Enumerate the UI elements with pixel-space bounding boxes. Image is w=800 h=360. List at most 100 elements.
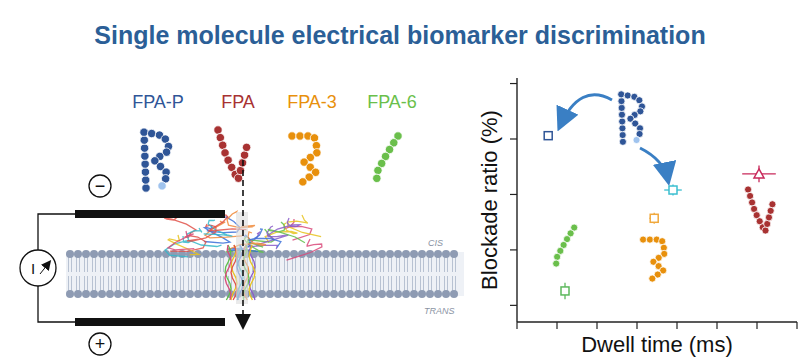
lipid-head	[402, 290, 410, 298]
bead	[767, 207, 774, 214]
lipid-head	[346, 290, 354, 298]
lipid-tail	[191, 256, 192, 272]
protein-strand	[249, 229, 281, 248]
molecule-icon	[373, 132, 403, 183]
point-group	[544, 131, 552, 140]
lipid-head	[370, 290, 378, 298]
bead	[649, 275, 656, 282]
bead	[140, 144, 148, 152]
bead	[618, 98, 625, 105]
lipid-tail	[119, 276, 120, 292]
lipid-head	[202, 290, 210, 298]
lipid-tail	[119, 256, 120, 272]
bead	[142, 176, 150, 184]
molecule-icon	[214, 126, 251, 183]
x-tick	[556, 322, 557, 329]
lipid-tail	[383, 276, 384, 292]
lipid-tail	[180, 276, 181, 292]
lipid-head	[314, 250, 322, 258]
lipid-head	[90, 250, 98, 258]
lipid-tail	[351, 256, 352, 272]
point	[561, 287, 569, 295]
lipid-tail	[140, 276, 141, 292]
bead	[288, 132, 296, 140]
lipid-tail	[295, 256, 296, 272]
point-group	[561, 283, 569, 300]
lipid-head	[202, 250, 210, 258]
electrode-top	[75, 210, 225, 218]
lipid-head	[346, 250, 354, 258]
lipid-tail	[135, 256, 136, 272]
lipid-tail	[95, 276, 96, 292]
lipid-head	[274, 290, 282, 298]
molecule-label: FPA-P	[132, 92, 184, 112]
lipid-tail	[399, 256, 400, 272]
lipid-tail	[196, 256, 197, 272]
lipid-head	[450, 250, 458, 258]
lipid-head	[146, 250, 154, 258]
lipid-tail	[172, 256, 173, 272]
lipid-head	[434, 250, 442, 258]
lipid-head	[282, 290, 290, 298]
protein-barrel	[225, 245, 231, 300]
molecule-icon	[618, 91, 646, 146]
lipid-head	[370, 250, 378, 258]
lipid-tail	[324, 276, 325, 292]
y-tick	[510, 249, 517, 250]
lipid-head	[138, 290, 146, 298]
y-axis	[516, 78, 517, 322]
lipid-head	[354, 290, 362, 298]
lipid-head	[322, 290, 330, 298]
lipid-tail	[308, 256, 309, 272]
lipid-head	[282, 250, 290, 258]
x-axis-label: Dwell time (ms)	[581, 332, 733, 357]
lipid-head	[426, 290, 434, 298]
lipid-tail	[332, 276, 333, 292]
bead	[218, 141, 226, 149]
lipid-tail	[100, 256, 101, 272]
lipid-tail	[311, 256, 312, 272]
bead	[310, 134, 318, 142]
lipid-head	[266, 250, 274, 258]
lipid-head	[74, 250, 82, 258]
lipid-tail	[287, 256, 288, 272]
lipid-tail	[268, 256, 269, 272]
lipid-head	[338, 250, 346, 258]
lipid-tail	[276, 256, 277, 272]
lipid-tail	[439, 276, 440, 292]
lipid-tail	[103, 276, 104, 292]
lipid-head	[218, 290, 226, 298]
lipid-head	[122, 290, 130, 298]
lipid-head	[394, 290, 402, 298]
lipid-tail	[391, 276, 392, 292]
protein-barrel	[249, 245, 255, 300]
lipid-tail	[84, 276, 85, 292]
y-tick	[510, 194, 517, 195]
bead	[374, 166, 382, 174]
x-axis	[517, 321, 797, 322]
lipid-head	[114, 290, 122, 298]
y-tick	[510, 305, 517, 306]
lipid-tail	[303, 256, 304, 272]
point-group	[664, 184, 682, 195]
lipid-tail	[196, 276, 197, 292]
lipid-tail	[140, 256, 141, 272]
bead	[765, 214, 772, 221]
bead	[745, 186, 752, 193]
lipid-tail	[68, 256, 69, 272]
lipid-tail	[215, 276, 216, 292]
lipid-tail	[148, 256, 149, 272]
lipid-tail	[375, 276, 376, 292]
lipid-head	[98, 290, 106, 298]
lipid-tail	[407, 256, 408, 272]
lipid-tail	[300, 256, 301, 272]
point-group	[742, 166, 776, 183]
lipid-head	[122, 250, 130, 258]
bead	[619, 118, 626, 125]
lipid-head	[298, 290, 306, 298]
lipid-tail	[191, 276, 192, 292]
lipid-head	[178, 290, 186, 298]
molecule-icon	[288, 132, 321, 186]
lipid-tail	[92, 256, 93, 272]
lipid-head	[266, 290, 274, 298]
